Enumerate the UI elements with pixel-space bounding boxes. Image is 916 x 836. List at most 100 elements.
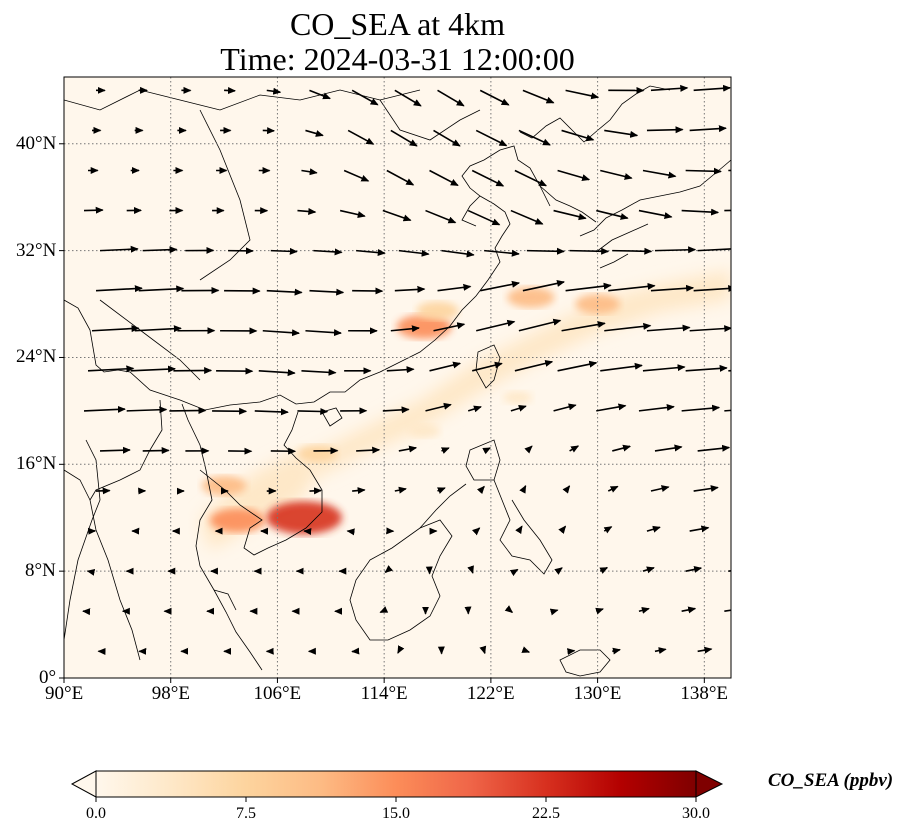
- wind-arrow: [99, 446, 131, 454]
- wind-arrow: [642, 169, 677, 179]
- lon-tick-label: 130°E: [573, 683, 622, 704]
- wind-arrow: [476, 319, 516, 332]
- wind-arrow: [600, 169, 633, 180]
- wind-arrow: [562, 485, 571, 494]
- wind-arrow: [557, 169, 591, 182]
- wind-arrow: [612, 247, 653, 255]
- wind-arrow: [475, 129, 508, 147]
- wind-arrow: [301, 168, 318, 176]
- colorbar-extend-high: [695, 770, 724, 798]
- wind-arrow: [697, 248, 731, 252]
- wind-arrow: [343, 169, 370, 182]
- wind-arrow: [569, 247, 610, 255]
- wind-arrow: [301, 368, 337, 376]
- wind-arrow: [313, 248, 343, 256]
- wind-arrow: [681, 208, 720, 216]
- wind-arrow: [740, 448, 773, 451]
- wind-arrow: [654, 647, 667, 654]
- wind-arrow: [685, 364, 728, 372]
- wind-arrow: [553, 403, 577, 412]
- wind-arrow: [693, 485, 719, 492]
- wind-arrow: [138, 285, 185, 293]
- wind-arrow: [519, 484, 527, 494]
- wind-arrow: [681, 606, 697, 614]
- wind-arrow: [394, 285, 426, 293]
- lon-tick-label: 90°E: [45, 683, 84, 704]
- wind-arrow: [471, 169, 505, 187]
- wind-arrow: [515, 525, 523, 535]
- wind-arrow: [479, 89, 510, 106]
- wind-arrow: [732, 328, 773, 331]
- wind-arrow: [397, 645, 405, 654]
- wind-arrow: [384, 565, 393, 574]
- colorbar-label: CO_SEA (ppbv): [768, 770, 894, 791]
- wind-arrow: [398, 249, 430, 257]
- wind-arrow: [429, 169, 459, 187]
- colorbar-tick-label: 7.5: [236, 805, 256, 822]
- wind-arrow: [305, 329, 342, 337]
- wind-arrow: [689, 525, 710, 533]
- wind-arrow: [270, 247, 298, 255]
- wind-arrow: [522, 279, 565, 292]
- wind-arrow: [356, 249, 386, 257]
- wind-arrow: [379, 606, 389, 614]
- wind-arrow: [728, 169, 731, 172]
- wind-arrow: [561, 129, 595, 142]
- lat-tick-label: 40°N: [16, 132, 57, 154]
- wind-arrow: [510, 209, 544, 225]
- wind-arrow: [558, 525, 567, 534]
- wind-arrow: [309, 288, 345, 296]
- wind-arrow: [521, 646, 531, 653]
- wind-arrow: [650, 84, 689, 92]
- wind-arrow: [693, 285, 731, 293]
- wind-arrow: [697, 444, 731, 452]
- wind-arrow: [654, 246, 697, 254]
- colorbar-tick-label: 15.0: [382, 805, 410, 822]
- wind-arrow: [740, 649, 757, 651]
- co-plume: [396, 314, 452, 339]
- co-concentration-layer: [200, 270, 731, 550]
- wind-arrow: [518, 129, 551, 146]
- lon-tick-label: 138°E: [680, 683, 729, 704]
- wind-arrow: [352, 487, 366, 495]
- wind-arrow: [433, 129, 461, 147]
- wind-arrow: [429, 361, 462, 372]
- wind-arrow: [266, 87, 282, 95]
- wind-arrow: [728, 369, 731, 372]
- wind-arrow: [99, 245, 139, 253]
- co-plume: [266, 501, 342, 535]
- wind-arrow: [433, 322, 466, 332]
- lon-tick-label: 98°E: [151, 683, 190, 704]
- wind-arrow: [565, 89, 600, 100]
- wind-arrow: [386, 169, 415, 186]
- wind-arrow: [612, 647, 621, 655]
- colorbar-tick-label: 22.5: [532, 805, 560, 822]
- map-title: CO_SEA at 4km: [289, 6, 506, 42]
- wind-arrow: [258, 369, 296, 377]
- coastlines: [64, 85, 731, 677]
- wind-arrow: [351, 89, 379, 106]
- wind-arrow: [142, 246, 178, 254]
- wind-arrow: [134, 325, 182, 333]
- wind-arrow: [732, 128, 768, 130]
- wind-arrow: [736, 488, 764, 491]
- wind-arrow: [561, 321, 606, 332]
- wind-arrow: [600, 362, 643, 372]
- co-plume: [575, 294, 620, 314]
- wind-arrow: [524, 445, 533, 454]
- co-plume: [502, 391, 533, 404]
- wind-arrow: [642, 364, 686, 372]
- wind-arrow: [724, 609, 731, 613]
- wind-arrow: [83, 405, 126, 413]
- wind-arrow: [638, 404, 675, 412]
- co-plume: [297, 444, 338, 463]
- wind-arrow: [476, 485, 485, 495]
- wind-arrow: [484, 249, 520, 257]
- wind-arrow: [356, 446, 381, 454]
- wind-arrow: [482, 447, 491, 455]
- co-plume: [507, 287, 555, 308]
- wind-vector-layer: [82, 84, 773, 656]
- wind-arrow: [467, 405, 482, 413]
- wind-arrow: [565, 282, 612, 292]
